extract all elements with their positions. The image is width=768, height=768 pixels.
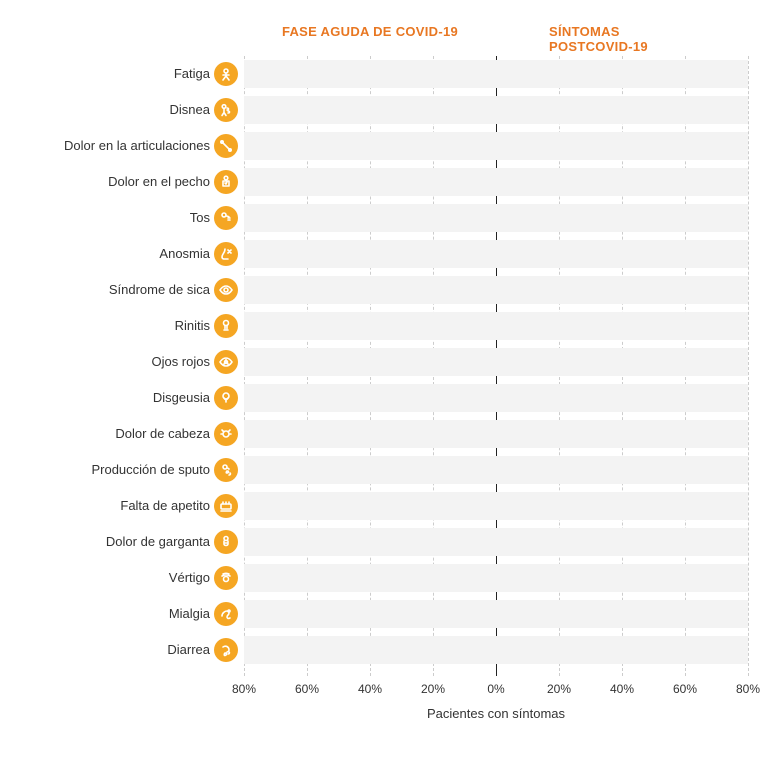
symptom-label: Fatiga	[10, 56, 210, 92]
x-tick: 80%	[232, 682, 256, 696]
symptom-row: Dolor en la articulaciones	[0, 128, 768, 164]
row-band-left	[244, 348, 496, 376]
symptom-label: Dolor en la articulaciones	[10, 128, 210, 164]
row-band-left	[244, 564, 496, 592]
symptom-row: Dolor en el pecho	[0, 164, 768, 200]
x-tick: 40%	[610, 682, 634, 696]
symptom-label: Mialgia	[10, 596, 210, 632]
row-band-right	[496, 312, 748, 340]
x-tick: 20%	[547, 682, 571, 696]
row-band-left	[244, 312, 496, 340]
symptom-row: Ojos rojos	[0, 344, 768, 380]
dyspnea-icon	[214, 98, 238, 122]
symptom-label: Síndrome de sica	[10, 272, 210, 308]
symptom-row: Vértigo	[0, 560, 768, 596]
header-acute-phase: FASE AGUDA DE COVID-19	[282, 24, 458, 39]
row-band-right	[496, 96, 748, 124]
row-band-left	[244, 384, 496, 412]
eye-icon	[214, 278, 238, 302]
row-band-right	[496, 348, 748, 376]
row-band-right	[496, 132, 748, 160]
symptom-label: Vértigo	[10, 560, 210, 596]
symptom-row: Producción de sputo	[0, 452, 768, 488]
vertigo-icon	[214, 566, 238, 590]
sputum-icon	[214, 458, 238, 482]
row-band-left	[244, 204, 496, 232]
symptom-row: Anosmia	[0, 236, 768, 272]
rhinitis-icon	[214, 314, 238, 338]
covid-symptoms-chart: FASE AGUDA DE COVID-19 SÍNTOMAS POSTCOVI…	[0, 0, 768, 768]
chart-header-row: FASE AGUDA DE COVID-19 SÍNTOMAS POSTCOVI…	[0, 24, 768, 48]
row-band-right	[496, 204, 748, 232]
row-band-left	[244, 168, 496, 196]
dysgeusia-icon	[214, 386, 238, 410]
row-band-left	[244, 528, 496, 556]
fatigue-icon	[214, 62, 238, 86]
symptom-label: Disgeusia	[10, 380, 210, 416]
row-band-left	[244, 600, 496, 628]
cough-icon	[214, 206, 238, 230]
diarrhea-icon	[214, 638, 238, 662]
row-band-left	[244, 60, 496, 88]
symptom-row: Rinitis	[0, 308, 768, 344]
symptom-label: Anosmia	[10, 236, 210, 272]
appetite-icon	[214, 494, 238, 518]
myalgia-icon	[214, 602, 238, 626]
chest-pain-icon	[214, 170, 238, 194]
symptom-row: Falta de apetito	[0, 488, 768, 524]
row-band-right	[496, 636, 748, 664]
anosmia-icon	[214, 242, 238, 266]
row-band-right	[496, 528, 748, 556]
x-tick: 20%	[421, 682, 445, 696]
symptom-label: Ojos rojos	[10, 344, 210, 380]
x-tick: 40%	[358, 682, 382, 696]
symptom-label: Producción de sputo	[10, 452, 210, 488]
symptom-label: Dolor en el pecho	[10, 164, 210, 200]
symptom-row: Fatiga	[0, 56, 768, 92]
x-tick: 60%	[673, 682, 697, 696]
row-band-left	[244, 240, 496, 268]
symptom-row: Tos	[0, 200, 768, 236]
symptom-label: Diarrea	[10, 632, 210, 668]
symptom-label: Dolor de cabeza	[10, 416, 210, 452]
symptom-row: Mialgia	[0, 596, 768, 632]
row-band-left	[244, 420, 496, 448]
symptom-row: Síndrome de sica	[0, 272, 768, 308]
row-band-left	[244, 636, 496, 664]
header-post-covid: SÍNTOMAS POSTCOVID-19	[549, 24, 695, 54]
row-band-right	[496, 276, 748, 304]
row-band-left	[244, 456, 496, 484]
symptom-label: Rinitis	[10, 308, 210, 344]
row-band-right	[496, 168, 748, 196]
x-axis-label: Pacientes con síntomas	[427, 706, 565, 721]
symptom-row: Dolor de cabeza	[0, 416, 768, 452]
row-band-left	[244, 492, 496, 520]
symptom-label: Tos	[10, 200, 210, 236]
red-eyes-icon	[214, 350, 238, 374]
row-band-right	[496, 420, 748, 448]
symptom-label: Disnea	[10, 92, 210, 128]
row-band-right	[496, 60, 748, 88]
row-band-left	[244, 132, 496, 160]
symptom-label: Dolor de garganta	[10, 524, 210, 560]
row-band-right	[496, 564, 748, 592]
symptom-row: Dolor de garganta	[0, 524, 768, 560]
row-band-right	[496, 600, 748, 628]
row-band-right	[496, 456, 748, 484]
x-tick: 60%	[295, 682, 319, 696]
row-band-right	[496, 240, 748, 268]
x-tick: 0%	[487, 682, 504, 696]
row-band-right	[496, 384, 748, 412]
symptom-label: Falta de apetito	[10, 488, 210, 524]
row-band-right	[496, 492, 748, 520]
joint-pain-icon	[214, 134, 238, 158]
row-band-left	[244, 276, 496, 304]
symptom-row: Disgeusia	[0, 380, 768, 416]
sore-throat-icon	[214, 530, 238, 554]
x-tick: 80%	[736, 682, 760, 696]
symptom-row: Disnea	[0, 92, 768, 128]
headache-icon	[214, 422, 238, 446]
row-band-left	[244, 96, 496, 124]
symptom-row: Diarrea	[0, 632, 768, 668]
